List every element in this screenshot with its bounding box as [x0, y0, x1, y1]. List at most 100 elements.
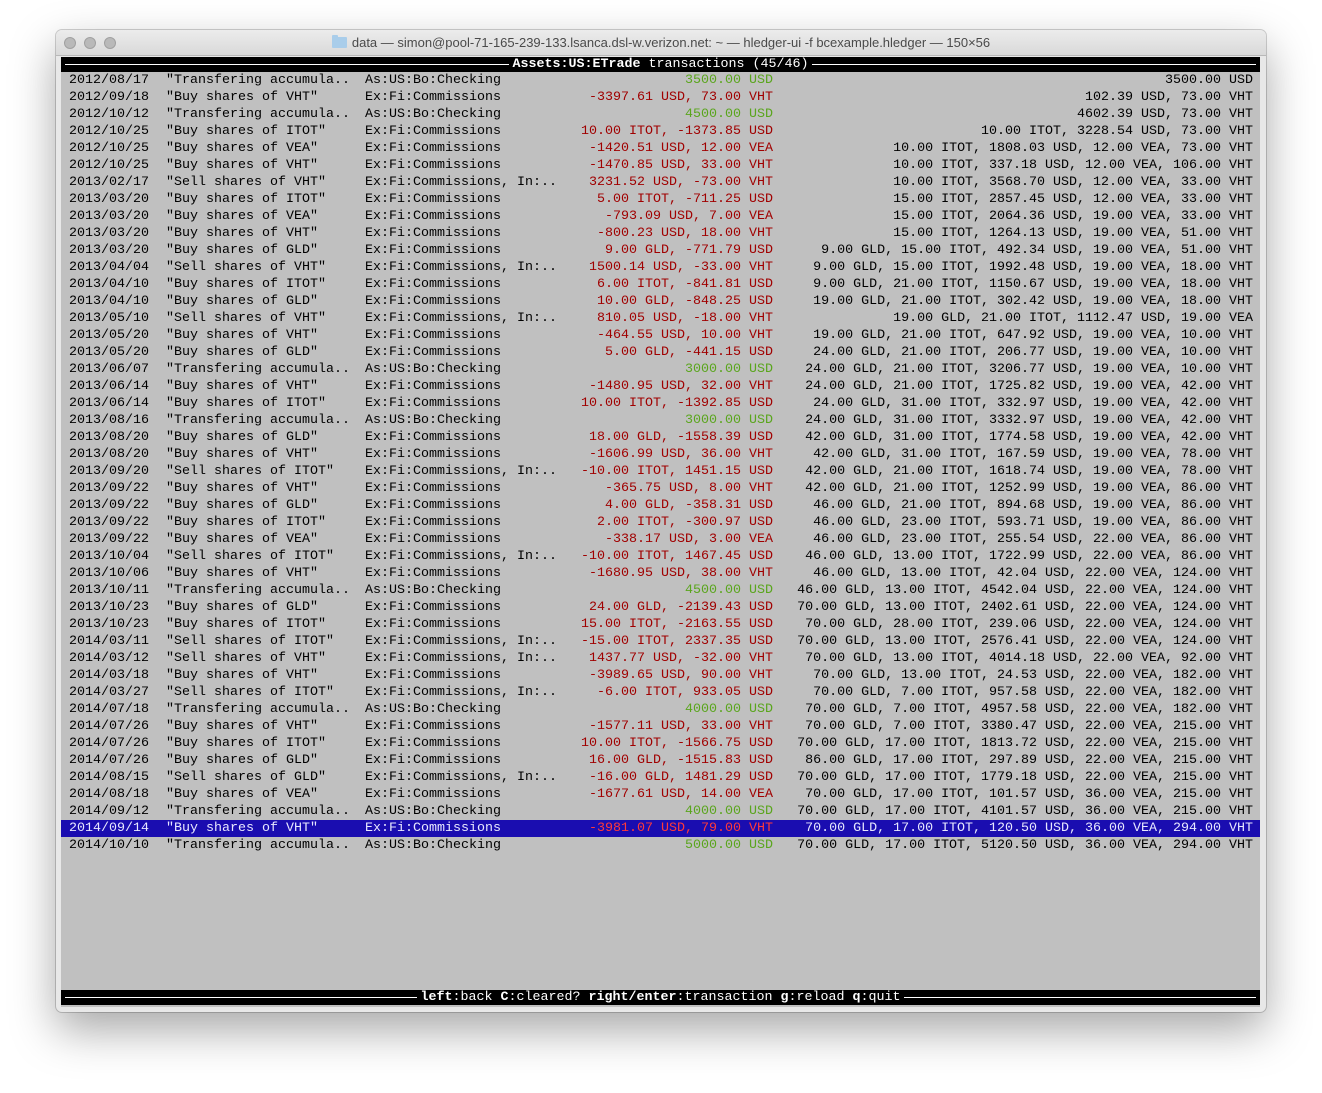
transaction-row[interactable]: 2013/04/04 "Sell shares of VHT" Ex:Fi:Comm… [61, 259, 1260, 276]
transaction-row[interactable]: 2013/03/20 "Buy shares of GLD" Ex:Fi:Commi… [61, 242, 1260, 259]
transaction-row[interactable]: 2013/03/20 "Buy shares of VHT" Ex:Fi:Commi… [61, 225, 1260, 242]
transaction-row[interactable]: 2013/09/22 "Buy shares of VEA" Ex:Fi:Commi… [61, 531, 1260, 548]
transaction-row[interactable]: 2012/08/17 "Transfering accumula.. As:US:B… [61, 72, 1260, 89]
transaction-row[interactable]: 2013/10/23 "Buy shares of ITOT" Ex:Fi:Comm… [61, 616, 1260, 633]
description: "Sell shares of GLD" [166, 770, 326, 785]
description: "Buy shares of VHT" [166, 719, 318, 734]
transaction-row[interactable]: 2013/08/20 "Buy shares of VHT" Ex:Fi:Commi… [61, 446, 1260, 463]
transaction-row[interactable]: 2013/10/23 "Buy shares of GLD" Ex:Fi:Commi… [61, 599, 1260, 616]
transaction-list[interactable]: 2012/08/17 "Transfering accumula.. As:US:B… [61, 72, 1260, 854]
transaction-row[interactable]: 2012/10/25 "Buy shares of ITOT" Ex:Fi:Comm… [61, 123, 1260, 140]
account: Ex:Fi:Commissions [365, 719, 501, 734]
running-balance: 102.39 USD, 73.00 VHT [1085, 90, 1253, 105]
description: "Buy shares of GLD" [166, 430, 318, 445]
transaction-row[interactable]: 2012/10/25 "Buy shares of VHT" Ex:Fi:Commi… [61, 157, 1260, 174]
description: "Buy shares of VEA" [166, 141, 318, 156]
change-amount: 5.00 GLD, -441.15 USD [605, 345, 773, 360]
window-title: data — simon@pool-71-165-239-133.lsanca.… [351, 35, 991, 50]
description: "Transfering accumula.. [166, 583, 350, 598]
date: 2012/10/25 [69, 158, 149, 173]
transaction-row[interactable]: 2013/03/20 "Buy shares of ITOT" Ex:Fi:Comm… [61, 191, 1260, 208]
transaction-row[interactable]: 2013/06/14 "Buy shares of ITOT" Ex:Fi:Comm… [61, 395, 1260, 412]
account: Ex:Fi:Commissions, In:.. [365, 311, 557, 326]
transaction-row[interactable]: 2013/08/20 "Buy shares of GLD" Ex:Fi:Commi… [61, 429, 1260, 446]
zoom-button[interactable] [104, 37, 116, 49]
transaction-row[interactable]: 2014/09/12 "Transfering accumula.. As:US:B… [61, 803, 1260, 820]
date: 2013/09/20 [69, 464, 149, 479]
date: 2013/09/22 [69, 498, 149, 513]
transaction-row[interactable]: 2013/09/22 "Buy shares of ITOT" Ex:Fi:Comm… [61, 514, 1260, 531]
transaction-row[interactable]: 2014/07/26 "Buy shares of ITOT" Ex:Fi:Comm… [61, 735, 1260, 752]
date: 2014/07/26 [69, 719, 149, 734]
transaction-row[interactable]: 2013/04/10 "Buy shares of ITOT" Ex:Fi:Comm… [61, 276, 1260, 293]
transaction-row[interactable]: 2014/08/18 "Buy shares of VEA" Ex:Fi:Commi… [61, 786, 1260, 803]
date: 2013/05/20 [69, 345, 149, 360]
description: "Buy shares of GLD" [166, 345, 318, 360]
change-amount: -16.00 GLD, 1481.29 USD [589, 770, 773, 785]
transaction-row[interactable]: 2013/08/16 "Transfering accumula.. As:US:B… [61, 412, 1260, 429]
transaction-row[interactable]: 2014/03/18 "Buy shares of VHT" Ex:Fi:Commi… [61, 667, 1260, 684]
transaction-row[interactable]: 2014/07/26 "Buy shares of GLD" Ex:Fi:Commi… [61, 752, 1260, 769]
footer-bar: left:back C:cleared? right/enter:transac… [61, 990, 1260, 1005]
transaction-row[interactable]: 2014/03/12 "Sell shares of VHT" Ex:Fi:Comm… [61, 650, 1260, 667]
description: "Transfering accumula.. [166, 804, 350, 819]
account: Ex:Fi:Commissions [365, 192, 501, 207]
transaction-row[interactable]: 2013/10/06 "Buy shares of VHT" Ex:Fi:Commi… [61, 565, 1260, 582]
account: As:US:Bo:Checking [365, 73, 501, 88]
account: Ex:Fi:Commissions, In:.. [365, 549, 557, 564]
description: "Buy shares of VEA" [166, 532, 318, 547]
terminal-window: data — simon@pool-71-165-239-133.lsanca.… [56, 30, 1266, 1012]
description: "Buy shares of VHT" [166, 481, 318, 496]
date: 2014/08/15 [69, 770, 149, 785]
transaction-row[interactable]: 2013/06/07 "Transfering accumula.. As:US:B… [61, 361, 1260, 378]
minimize-button[interactable] [84, 37, 96, 49]
transaction-row[interactable]: 2012/10/12 "Transfering accumula.. As:US:B… [61, 106, 1260, 123]
close-button[interactable] [64, 37, 76, 49]
transaction-row[interactable]: 2013/05/20 "Buy shares of VHT" Ex:Fi:Commi… [61, 327, 1260, 344]
change-amount: -1480.95 USD, 32.00 VHT [589, 379, 773, 394]
running-balance: 15.00 ITOT, 2857.45 USD, 12.00 VEA, 33.0… [893, 192, 1253, 207]
transaction-row[interactable]: 2013/04/10 "Buy shares of GLD" Ex:Fi:Commi… [61, 293, 1260, 310]
transaction-row[interactable]: 2013/06/14 "Buy shares of VHT" Ex:Fi:Commi… [61, 378, 1260, 395]
account: As:US:Bo:Checking [365, 107, 501, 122]
account: Ex:Fi:Commissions [365, 226, 501, 241]
change-amount: -1420.51 USD, 12.00 VEA [589, 141, 773, 156]
running-balance: 19.00 GLD, 21.00 ITOT, 1112.47 USD, 19.0… [893, 311, 1253, 326]
running-balance: 70.00 GLD, 28.00 ITOT, 239.06 USD, 22.00… [805, 617, 1253, 632]
transaction-row[interactable]: 2014/03/11 "Sell shares of ITOT" Ex:Fi:Com… [61, 633, 1260, 650]
change-amount: -6.00 ITOT, 933.05 USD [597, 685, 773, 700]
running-balance: 15.00 ITOT, 2064.36 USD, 19.00 VEA, 33.0… [893, 209, 1253, 224]
running-balance: 70.00 GLD, 13.00 ITOT, 4014.18 USD, 22.0… [805, 651, 1253, 666]
transaction-row[interactable]: 2014/07/26 "Buy shares of VHT" Ex:Fi:Commi… [61, 718, 1260, 735]
transaction-row[interactable]: 2012/09/18 "Buy shares of VHT" Ex:Fi:Commi… [61, 89, 1260, 106]
transaction-row[interactable]: 2014/03/27 "Sell shares of ITOT" Ex:Fi:Com… [61, 684, 1260, 701]
transaction-row[interactable]: 2013/09/22 "Buy shares of VHT" Ex:Fi:Commi… [61, 480, 1260, 497]
transaction-row[interactable]: 2014/08/15 "Sell shares of GLD" Ex:Fi:Comm… [61, 769, 1260, 786]
account: As:US:Bo:Checking [365, 583, 501, 598]
description: "Buy shares of VHT" [166, 226, 318, 241]
date: 2013/09/22 [69, 515, 149, 530]
transaction-row[interactable]: 2014/07/18 "Transfering accumula.. As:US:B… [61, 701, 1260, 718]
terminal-screen[interactable]: Assets:US:ETrade transactions (45/46) 20… [61, 57, 1260, 1007]
transaction-row[interactable]: 2013/05/10 "Sell shares of VHT" Ex:Fi:Comm… [61, 310, 1260, 327]
date: 2014/09/14 [69, 821, 149, 836]
change-amount: 4000.00 USD [685, 702, 773, 717]
transaction-row[interactable]: 2012/10/25 "Buy shares of VEA" Ex:Fi:Commi… [61, 140, 1260, 157]
transaction-row[interactable]: 2013/03/20 "Buy shares of VEA" Ex:Fi:Commi… [61, 208, 1260, 225]
date: 2013/09/22 [69, 532, 149, 547]
transaction-row[interactable]: 2014/10/10 "Transfering accumula.. As:US:B… [61, 837, 1260, 854]
transaction-row[interactable]: 2013/09/22 "Buy shares of GLD" Ex:Fi:Commi… [61, 497, 1260, 514]
transaction-row[interactable]: 2013/05/20 "Buy shares of GLD" Ex:Fi:Commi… [61, 344, 1260, 361]
change-amount: -3989.65 USD, 90.00 VHT [589, 668, 773, 683]
change-amount: -1470.85 USD, 33.00 VHT [589, 158, 773, 173]
transaction-row[interactable]: 2013/10/11 "Transfering accumula.. As:US:B… [61, 582, 1260, 599]
header-title: Assets:US:ETrade transactions (45/46) [513, 57, 809, 72]
date: 2012/10/12 [69, 107, 149, 122]
change-amount: -1677.61 USD, 14.00 VEA [589, 787, 773, 802]
transaction-row[interactable]: 2013/10/04 "Sell shares of ITOT" Ex:Fi:Com… [61, 548, 1260, 565]
transaction-row[interactable]: 2013/02/17 "Sell shares of VHT" Ex:Fi:Comm… [61, 174, 1260, 191]
transaction-row-selected[interactable]: 2014/09/14 "Buy shares of VHT" Ex:Fi:Commi… [61, 820, 1260, 837]
transaction-row[interactable]: 2013/09/20 "Sell shares of ITOT" Ex:Fi:Com… [61, 463, 1260, 480]
date: 2014/08/18 [69, 787, 149, 802]
change-amount: 3231.52 USD, -73.00 VHT [589, 175, 773, 190]
